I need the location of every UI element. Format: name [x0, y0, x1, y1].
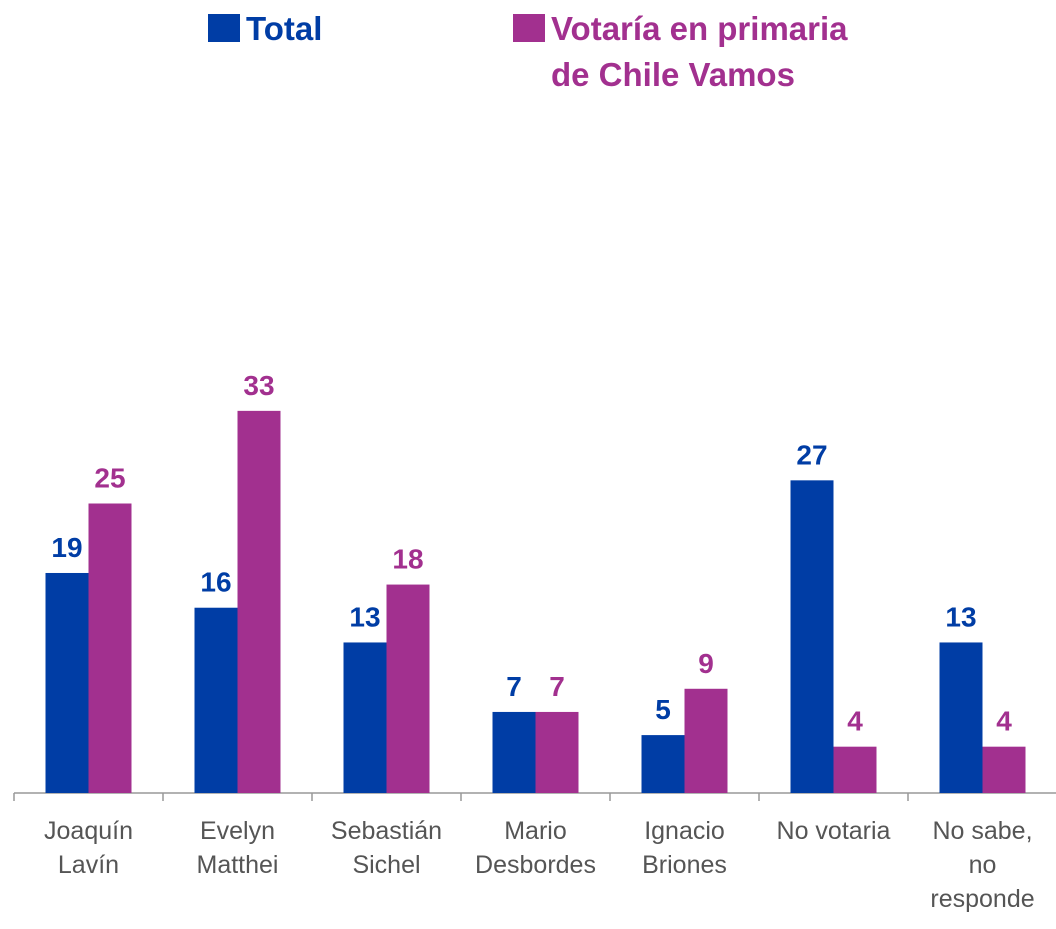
legend-swatch: [513, 14, 545, 42]
bar: [492, 711, 536, 793]
bar: [939, 642, 983, 793]
x-tick-label: Ignacio Briones: [642, 817, 727, 879]
bar: [684, 688, 728, 793]
value-label: 5: [655, 694, 671, 725]
bar: [343, 642, 387, 793]
value-label: 27: [796, 439, 827, 470]
bar: [790, 480, 834, 793]
x-tick-label: Mario Desbordes: [475, 817, 596, 879]
bar: [833, 746, 877, 793]
x-tick-label: Sebastián Sichel: [330, 817, 443, 879]
value-label: 13: [945, 601, 976, 632]
value-label: 16: [200, 567, 231, 598]
bar: [194, 607, 238, 793]
bar: [45, 572, 89, 793]
x-tick-label: No sabe, no responde: [930, 817, 1035, 913]
value-label: 13: [349, 601, 380, 632]
value-label: 4: [847, 706, 863, 737]
legend-label: Votaría en primaria de Chile Vamos: [551, 10, 848, 93]
x-tick-label: Evelyn Matthei: [196, 817, 279, 879]
bar: [982, 746, 1026, 793]
value-label: 7: [506, 671, 522, 702]
x-tick-label: Joaquín Lavín: [44, 817, 133, 879]
value-label: 7: [549, 671, 565, 702]
legend-label: Total: [246, 10, 323, 47]
legend-swatch: [208, 14, 240, 42]
legend-item: Votaría en primaria de Chile Vamos: [513, 6, 848, 98]
value-label: 25: [94, 463, 125, 494]
legend-item: Total: [208, 6, 322, 52]
bar: [535, 711, 579, 793]
bar: [386, 584, 430, 793]
x-tick-label: No votaria: [776, 817, 891, 845]
bar: [88, 503, 132, 793]
bar: [641, 735, 685, 793]
value-label: 4: [996, 706, 1012, 737]
value-label: 9: [698, 648, 714, 679]
value-label: 18: [392, 544, 423, 575]
value-label: 19: [51, 532, 82, 563]
value-label: 33: [243, 370, 274, 401]
bar: [237, 410, 281, 793]
